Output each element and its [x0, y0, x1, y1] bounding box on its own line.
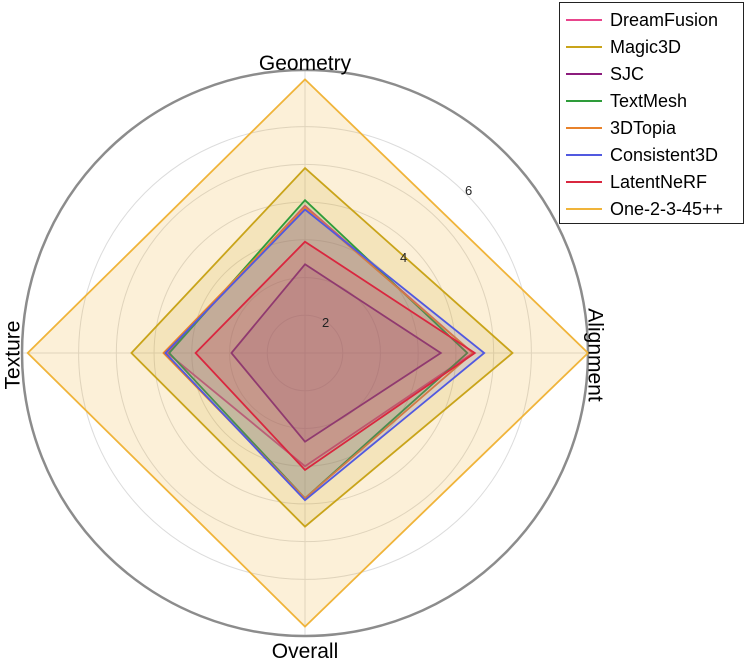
axis-label-geometry: Geometry [259, 52, 352, 75]
series-polygon-sjc [230, 263, 443, 443]
tick-label-6: 6 [465, 183, 472, 198]
legend-label: LatentNeRF [610, 171, 708, 192]
legend-item-dreamfusion: DreamFusion [560, 7, 743, 33]
legend-swatch [566, 127, 602, 129]
legend-label: DreamFusion [610, 9, 719, 30]
legend-label: SJC [610, 63, 645, 84]
series-polygon-3dtopia [162, 206, 475, 500]
legend-item-latentnerf: LatentNeRF [560, 169, 743, 195]
axis-label-alignment: Alignment [583, 308, 606, 402]
legend-item-3dtopia: 3DTopia [560, 115, 743, 141]
legend-label: TextMesh [610, 90, 688, 111]
legend-item-consistent3d: Consistent3D [560, 142, 743, 168]
axis-label-overall: Overall [272, 640, 339, 662]
legend-swatch [566, 73, 602, 75]
series-polygon-consistent3d [164, 208, 486, 502]
legend-swatch [566, 19, 602, 21]
legend: DreamFusion Magic3D SJC TextMesh 3DTopia… [559, 2, 744, 224]
legend-swatch [566, 46, 602, 48]
tick-label-4: 4 [400, 250, 407, 265]
legend-swatch [566, 154, 602, 156]
legend-swatch [566, 208, 602, 210]
legend-item-textmesh: TextMesh [560, 88, 743, 114]
series-polygon-magic3d [130, 166, 514, 528]
legend-swatch [566, 100, 602, 102]
legend-swatch [566, 181, 602, 183]
legend-item-one-2-3-45: One-2-3-45++ [560, 196, 743, 222]
legend-label: Consistent3D [610, 144, 719, 165]
label-layer: Geometry Alignment Overall Texture 2 4 6 [2, 52, 607, 662]
legend-label: Magic3D [610, 36, 682, 57]
legend-item-magic3d: Magic3D [560, 34, 743, 60]
legend-item-sjc: SJC [560, 61, 743, 87]
legend-label: 3DTopia [610, 117, 677, 138]
axis-label-texture: Texture [2, 321, 25, 390]
series-polygon-one-2-3-45 [26, 78, 590, 628]
tick-label-2: 2 [322, 315, 329, 330]
series-layer [26, 78, 590, 628]
series-polygon-latentnerf [194, 240, 477, 472]
legend-label: One-2-3-45++ [610, 198, 724, 219]
